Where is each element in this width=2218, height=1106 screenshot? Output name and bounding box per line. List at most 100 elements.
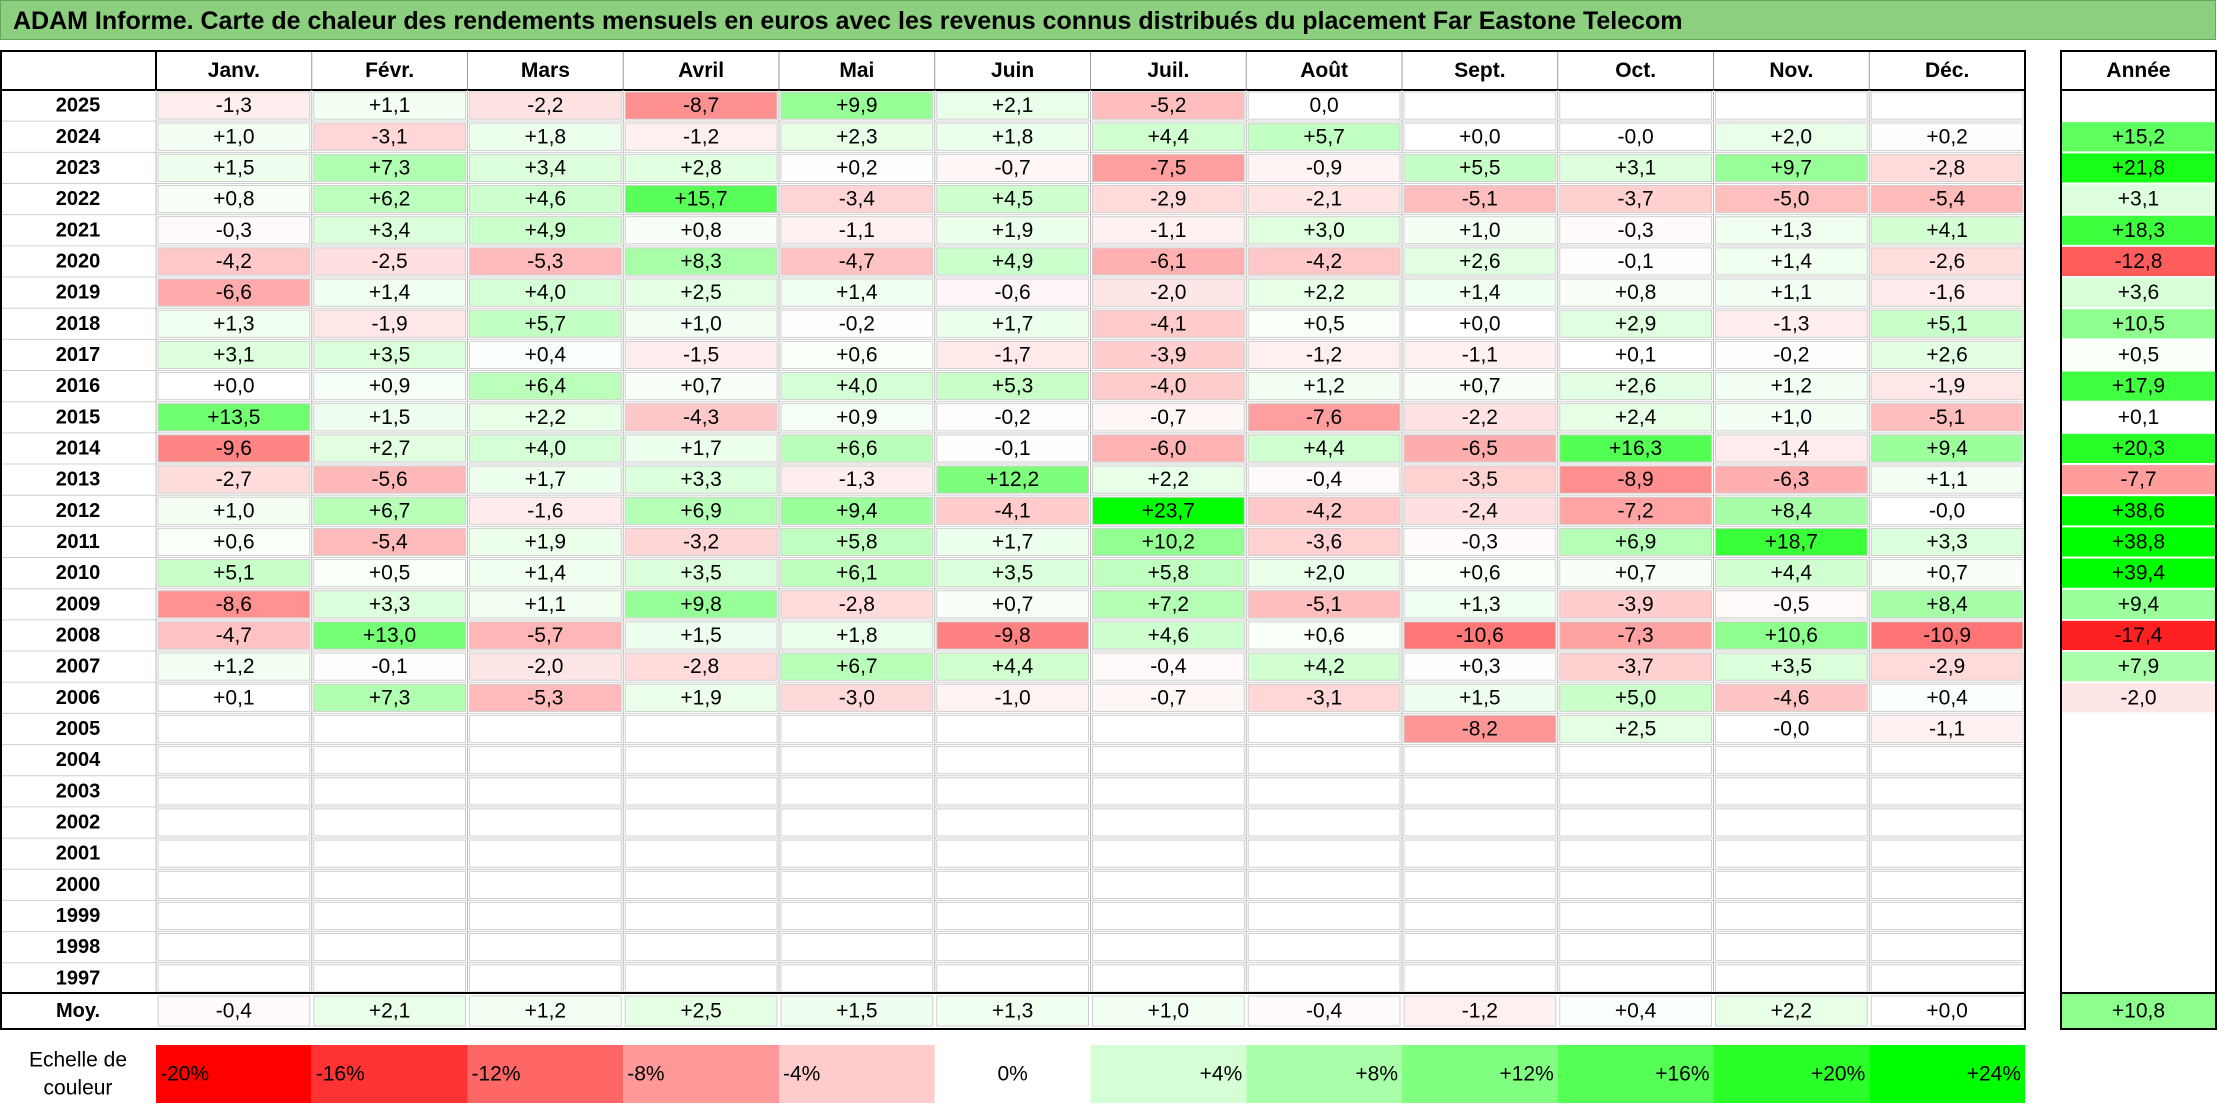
heatmap-cell [157, 933, 311, 962]
heatmap-cell [624, 91, 778, 120]
heatmap-cell [1092, 403, 1245, 432]
heatmap-cell [1715, 153, 1868, 183]
scale-label: couleur [44, 1077, 113, 1100]
heatmap-cell [1870, 746, 2024, 775]
heatmap-cell [1559, 964, 1712, 993]
heatmap-cell [313, 746, 466, 775]
heatmap-cell [1559, 527, 1712, 557]
cell-value: -2,9 [1150, 188, 1186, 211]
cell-value: +2,5 [1615, 717, 1656, 740]
heatmap-cell [313, 278, 466, 307]
year-label: 1997 [56, 967, 101, 989]
average-cell [780, 995, 934, 1027]
heatmap-cell [1870, 652, 2024, 681]
scale-swatch [1090, 1045, 1247, 1103]
heatmap-cell [313, 652, 466, 681]
month-header: Sept. [1454, 59, 1505, 82]
cell-value: -9,8 [995, 624, 1031, 647]
scale-swatch [311, 1045, 468, 1103]
heatmap-cell [780, 465, 934, 494]
heatmap-cell [469, 901, 622, 931]
heatmap-cell [624, 153, 778, 183]
scale-label-value: -20% [160, 1063, 209, 1086]
heatmap-cell [1247, 746, 1401, 775]
cell-value: +13,0 [363, 624, 416, 647]
cell-value: -1,9 [372, 312, 408, 335]
year-label: 2012 [56, 500, 101, 522]
heatmap-cell [1870, 621, 2024, 650]
heatmap-cell [313, 496, 466, 525]
heatmap-cell [1715, 746, 1868, 775]
cell-value: +1,4 [1459, 281, 1501, 304]
heatmap-cell [1870, 403, 2024, 432]
heatmap-cell [1403, 403, 1557, 432]
heatmap-cell [624, 278, 778, 307]
average-cell [157, 995, 311, 1027]
heatmap-cell [313, 870, 466, 899]
heatmap-cell [1870, 340, 2024, 370]
cell-value: -1,2 [683, 125, 719, 148]
heatmap-cell [313, 216, 466, 245]
heatmap-cell [936, 403, 1089, 432]
year-label: 2025 [56, 95, 101, 117]
cell-value: +1,8 [836, 624, 877, 647]
cell-value: -4,1 [995, 499, 1031, 522]
heatmap-cell [624, 247, 778, 276]
heatmap-cell [624, 964, 778, 993]
heatmap-cell [624, 465, 778, 494]
annual-value: +0,5 [2118, 343, 2159, 366]
cell-value: +5,0 [1615, 686, 1656, 709]
scale-label-value: -12% [472, 1063, 521, 1086]
heatmap-cell [469, 933, 622, 962]
cell-value: +1,3 [1771, 219, 1812, 242]
annual-cell [2062, 153, 2215, 183]
heatmap-cell [1715, 91, 1868, 120]
year-label: 2002 [56, 811, 101, 833]
heatmap-cell [157, 621, 311, 650]
scale-label-value: -16% [316, 1063, 365, 1086]
cell-value: +5,8 [836, 530, 877, 553]
heatmap-cell [624, 808, 778, 837]
average-value: +1,0 [1148, 1000, 1189, 1023]
heatmap-cell [1715, 777, 1868, 806]
heatmap-cell [469, 777, 622, 806]
heatmap-cell [936, 559, 1089, 588]
cell-value: +4,1 [1926, 219, 1967, 242]
heatmap-cell [1247, 839, 1401, 868]
cell-value: -2,8 [683, 655, 719, 678]
heatmap-cell [1403, 808, 1557, 837]
cell-value: +3,5 [992, 562, 1033, 585]
cell-value: -0,4 [1150, 655, 1187, 678]
cell-value: +1,5 [369, 406, 410, 429]
cell-value: +13,5 [207, 406, 260, 429]
cell-value: -0,4 [1306, 468, 1343, 491]
heatmap-cell [1092, 496, 1245, 525]
heatmap-cell [1403, 465, 1557, 494]
cell-value: +4,0 [836, 375, 877, 398]
annual-value: +20,3 [2112, 437, 2165, 460]
scale-swatch [934, 1045, 1091, 1103]
cell-value: +1,8 [525, 125, 566, 148]
cell-value: +2,4 [1615, 406, 1657, 429]
heatmap-cell [936, 465, 1089, 494]
heatmap-cell [1715, 527, 1868, 557]
heatmap-cell [469, 372, 622, 401]
heatmap-cell [1403, 746, 1557, 775]
cell-value: +8,4 [1771, 499, 1813, 522]
cell-value: +7,3 [369, 156, 410, 179]
heatmap-cell [780, 933, 934, 962]
scale-label-value: +8% [1355, 1063, 1398, 1086]
heatmap-cell [157, 777, 311, 806]
heatmap-cell [1247, 185, 1401, 214]
heatmap-cell [624, 309, 778, 338]
cell-value: -0,1 [995, 437, 1031, 460]
heatmap-cell [936, 185, 1089, 214]
annual-value: -17,4 [2115, 624, 2163, 647]
cell-value: -8,7 [683, 94, 719, 117]
heatmap-cell [1870, 122, 2024, 151]
cell-value: +3,5 [1771, 655, 1812, 678]
cell-value: +1,0 [213, 125, 254, 148]
annual-cell [2062, 309, 2215, 339]
heatmap-cell [157, 372, 311, 401]
heatmap-cell [313, 590, 466, 619]
